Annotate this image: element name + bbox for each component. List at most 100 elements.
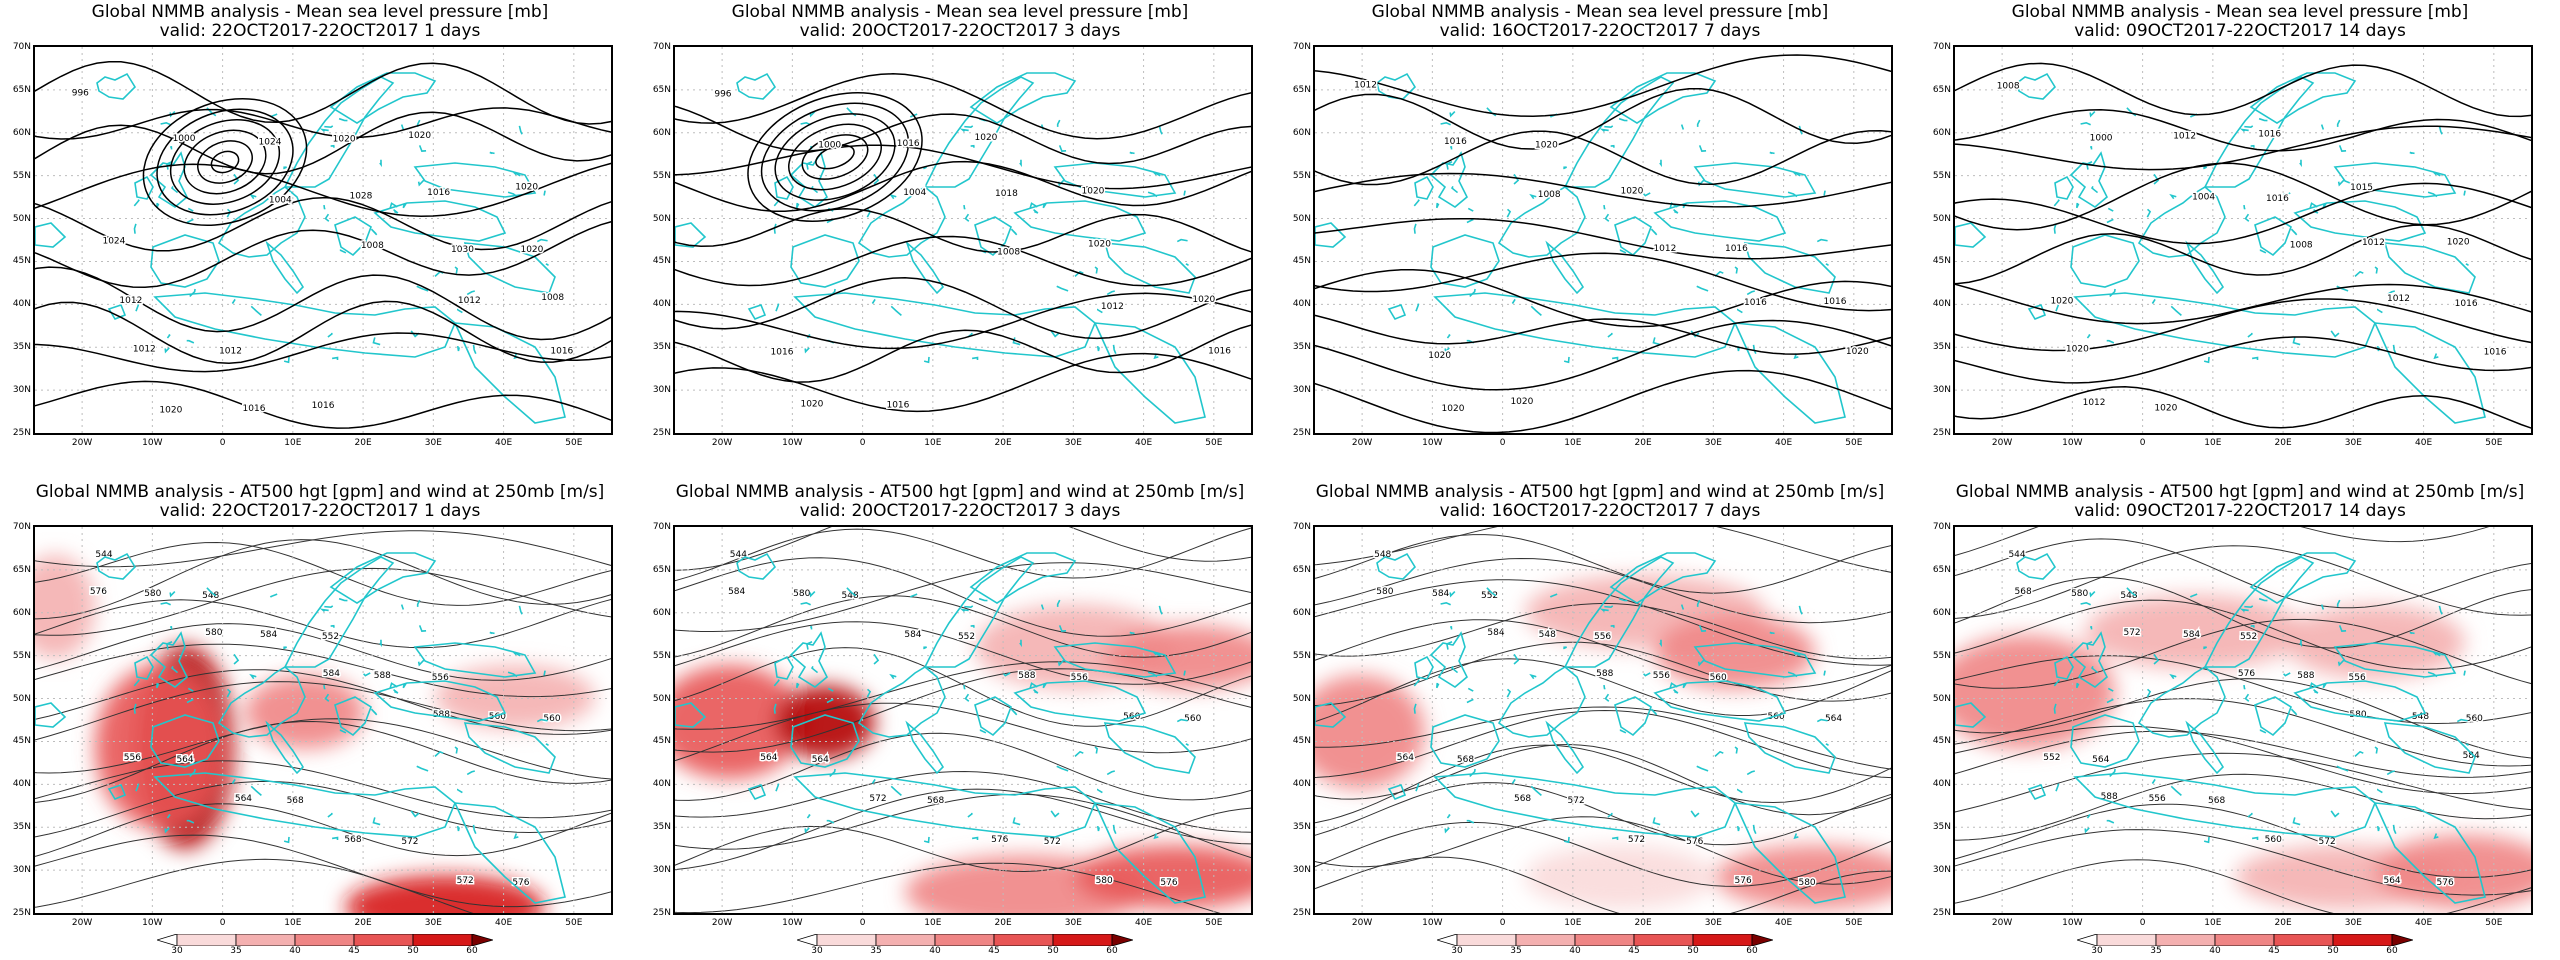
graticule xyxy=(675,47,1251,433)
colorbar-tick-label: 30 xyxy=(2091,946,2103,956)
latitude-tick-label: 50N xyxy=(652,213,671,224)
isobars xyxy=(1315,54,1891,433)
contour-label: 584 xyxy=(260,630,277,640)
contour-label: 1016 xyxy=(2455,299,2478,309)
longitude-tick-label: 20W xyxy=(711,918,733,928)
colorbar-tick-label: 35 xyxy=(230,946,242,956)
latitude-tick-label: 25N xyxy=(12,908,31,918)
latitude-tick-label: 35N xyxy=(1292,822,1311,833)
contour-label: 1012 xyxy=(2362,238,2385,248)
panel-title: Global NMMB analysis - Mean sea level pr… xyxy=(731,2,1189,22)
contour-label: 572 xyxy=(1044,837,1061,847)
latitude-tick-label: 65N xyxy=(1292,564,1311,575)
latitude-tick-label: 55N xyxy=(652,650,671,661)
isobar-labels: 996 1000 1004 1008 1012 1016 1020 1016 1018 1020 1… xyxy=(713,88,1233,412)
colorbar-swatch xyxy=(1456,934,1517,946)
longitude-tick-label: 50E xyxy=(1205,438,1223,448)
contour-label: 1015 xyxy=(2350,183,2373,193)
latitude-tick-label: 25N xyxy=(1292,908,1311,918)
isobar-labels: 1008 1000 1004 1008 1012 1016 1012 1012 1016 1012… xyxy=(1995,80,2508,415)
colorbar-swatch xyxy=(1751,934,1773,946)
contour-label: 1028 xyxy=(349,191,372,201)
contour-label: 576 xyxy=(1160,878,1177,888)
coastlines xyxy=(675,72,1206,424)
graticule xyxy=(1955,527,2531,913)
latitude-tick-label: 40N xyxy=(12,779,31,790)
panel-title: Global NMMB analysis - AT500 hgt [gpm] a… xyxy=(1315,482,1885,502)
panel-valid-period: valid: 20OCT2017-22OCT2017 3 days xyxy=(799,21,1121,41)
latitude-tick-label: 30N xyxy=(12,385,31,396)
contour-label: 584 xyxy=(323,669,340,679)
map-plot-area: 5445485525565605645685725765805845885605… xyxy=(33,525,613,915)
latitude-tick-label: 45N xyxy=(1292,736,1311,747)
contour-labels: 5445485525565605645685725765805845885605… xyxy=(88,549,562,890)
longitude-tick-label: 20E xyxy=(1634,918,1652,928)
coastlines xyxy=(1315,72,1846,424)
contour-label: 1020 xyxy=(800,400,823,410)
latitude-tick-label: 65N xyxy=(1932,84,1951,95)
latitude-tick-label: 55N xyxy=(12,650,31,661)
contour-label: 564 xyxy=(2092,755,2109,765)
latitude-tick-label: 55N xyxy=(1932,170,1951,181)
longitude-tick-label: 20W xyxy=(71,438,93,448)
latitude-tick-label: 45N xyxy=(1292,256,1311,267)
longitude-tick-label: 20W xyxy=(1351,918,1373,928)
colorbar-swatch xyxy=(1692,934,1753,946)
contour-label: 1000 xyxy=(173,134,196,144)
latitude-tick-label: 65N xyxy=(12,84,31,95)
contour-label: 568 xyxy=(344,835,361,845)
latitude-tick-label: 65N xyxy=(1292,84,1311,95)
longitude-tick-label: 50E xyxy=(1205,918,1223,928)
colorbar-swatch xyxy=(797,934,818,946)
panel-title: Global NMMB analysis - AT500 hgt [gpm] a… xyxy=(675,482,1245,502)
graticule xyxy=(1315,47,1891,433)
latitude-tick-label: 70N xyxy=(1932,522,1951,532)
panel-title: Global NMMB analysis - Mean sea level pr… xyxy=(2011,2,2469,22)
colorbar-tick-label: 30 xyxy=(1451,946,1463,956)
latitude-tick-label: 35N xyxy=(12,342,31,353)
latitude-tick-label: 45N xyxy=(652,256,671,267)
longitude-tick-label: 30E xyxy=(1704,438,1722,448)
longitude-tick-label: 50E xyxy=(565,438,583,448)
colorbar-tick-label: 30 xyxy=(811,946,823,956)
contour-label: 580 xyxy=(1798,878,1815,888)
contour-label: 556 xyxy=(1594,632,1611,642)
colorbar-tick-label: 60 xyxy=(1746,946,1758,956)
longitude-tick-label: 20E xyxy=(2274,918,2292,928)
panel-title: Global NMMB analysis - AT500 hgt [gpm] a… xyxy=(35,482,605,502)
colorbar-swatch xyxy=(294,934,355,946)
isobars xyxy=(35,60,611,429)
contour-label: 572 xyxy=(2319,837,2336,847)
longitude-tick-label: 50E xyxy=(2485,438,2503,448)
colorbar-tick-label: 35 xyxy=(1510,946,1522,956)
longitude-tick-label: 0 xyxy=(219,918,226,928)
colorbar-tick-label: 40 xyxy=(929,946,941,956)
contour-label: 1016 xyxy=(897,139,920,149)
coastlines xyxy=(1955,72,2486,424)
colorbar-tick-label: 50 xyxy=(1687,946,1699,956)
contour-label: 1020 xyxy=(1620,186,1643,196)
longitude-tick-label: 30E xyxy=(424,438,442,448)
map-svg: 996 1000 1004 1008 1012 1016 1020 1016 1018 1020 1… xyxy=(675,47,1251,433)
latitude-tick-label: 50N xyxy=(652,693,671,704)
contour-label: 556 xyxy=(124,753,141,763)
contour-label: 1020 xyxy=(1192,295,1215,305)
map-svg: 5445485525565605645685725765805845885485… xyxy=(1955,527,2531,913)
longitude-tick-label: 20W xyxy=(71,918,93,928)
colorbar-tick-label: 60 xyxy=(1106,946,1118,956)
latitude-tick-label: 60N xyxy=(1292,127,1311,138)
map-svg: 5445485525565605645685725765805845885605… xyxy=(35,527,611,913)
graticule xyxy=(1955,47,2531,433)
wind-speed-colorbar: 30 35 40 45 50 60 xyxy=(2077,934,2413,958)
contour-label: 1016 xyxy=(771,348,794,358)
contour-label: 1016 xyxy=(2484,348,2507,358)
contour-label: 1004 xyxy=(269,195,292,205)
z500-wind-map-panel: Global NMMB analysis - AT500 hgt [gpm] a… xyxy=(640,480,1280,960)
contour-label: 568 xyxy=(1514,794,1531,804)
latitude-tick-label: 25N xyxy=(1932,908,1951,918)
colorbar-tick-label: 50 xyxy=(1047,946,1059,956)
contour-label: 572 xyxy=(401,837,418,847)
colorbar-swatch xyxy=(2077,934,2098,946)
latitude-tick-label: 40N xyxy=(652,299,671,310)
contour-label: 560 xyxy=(543,714,560,724)
